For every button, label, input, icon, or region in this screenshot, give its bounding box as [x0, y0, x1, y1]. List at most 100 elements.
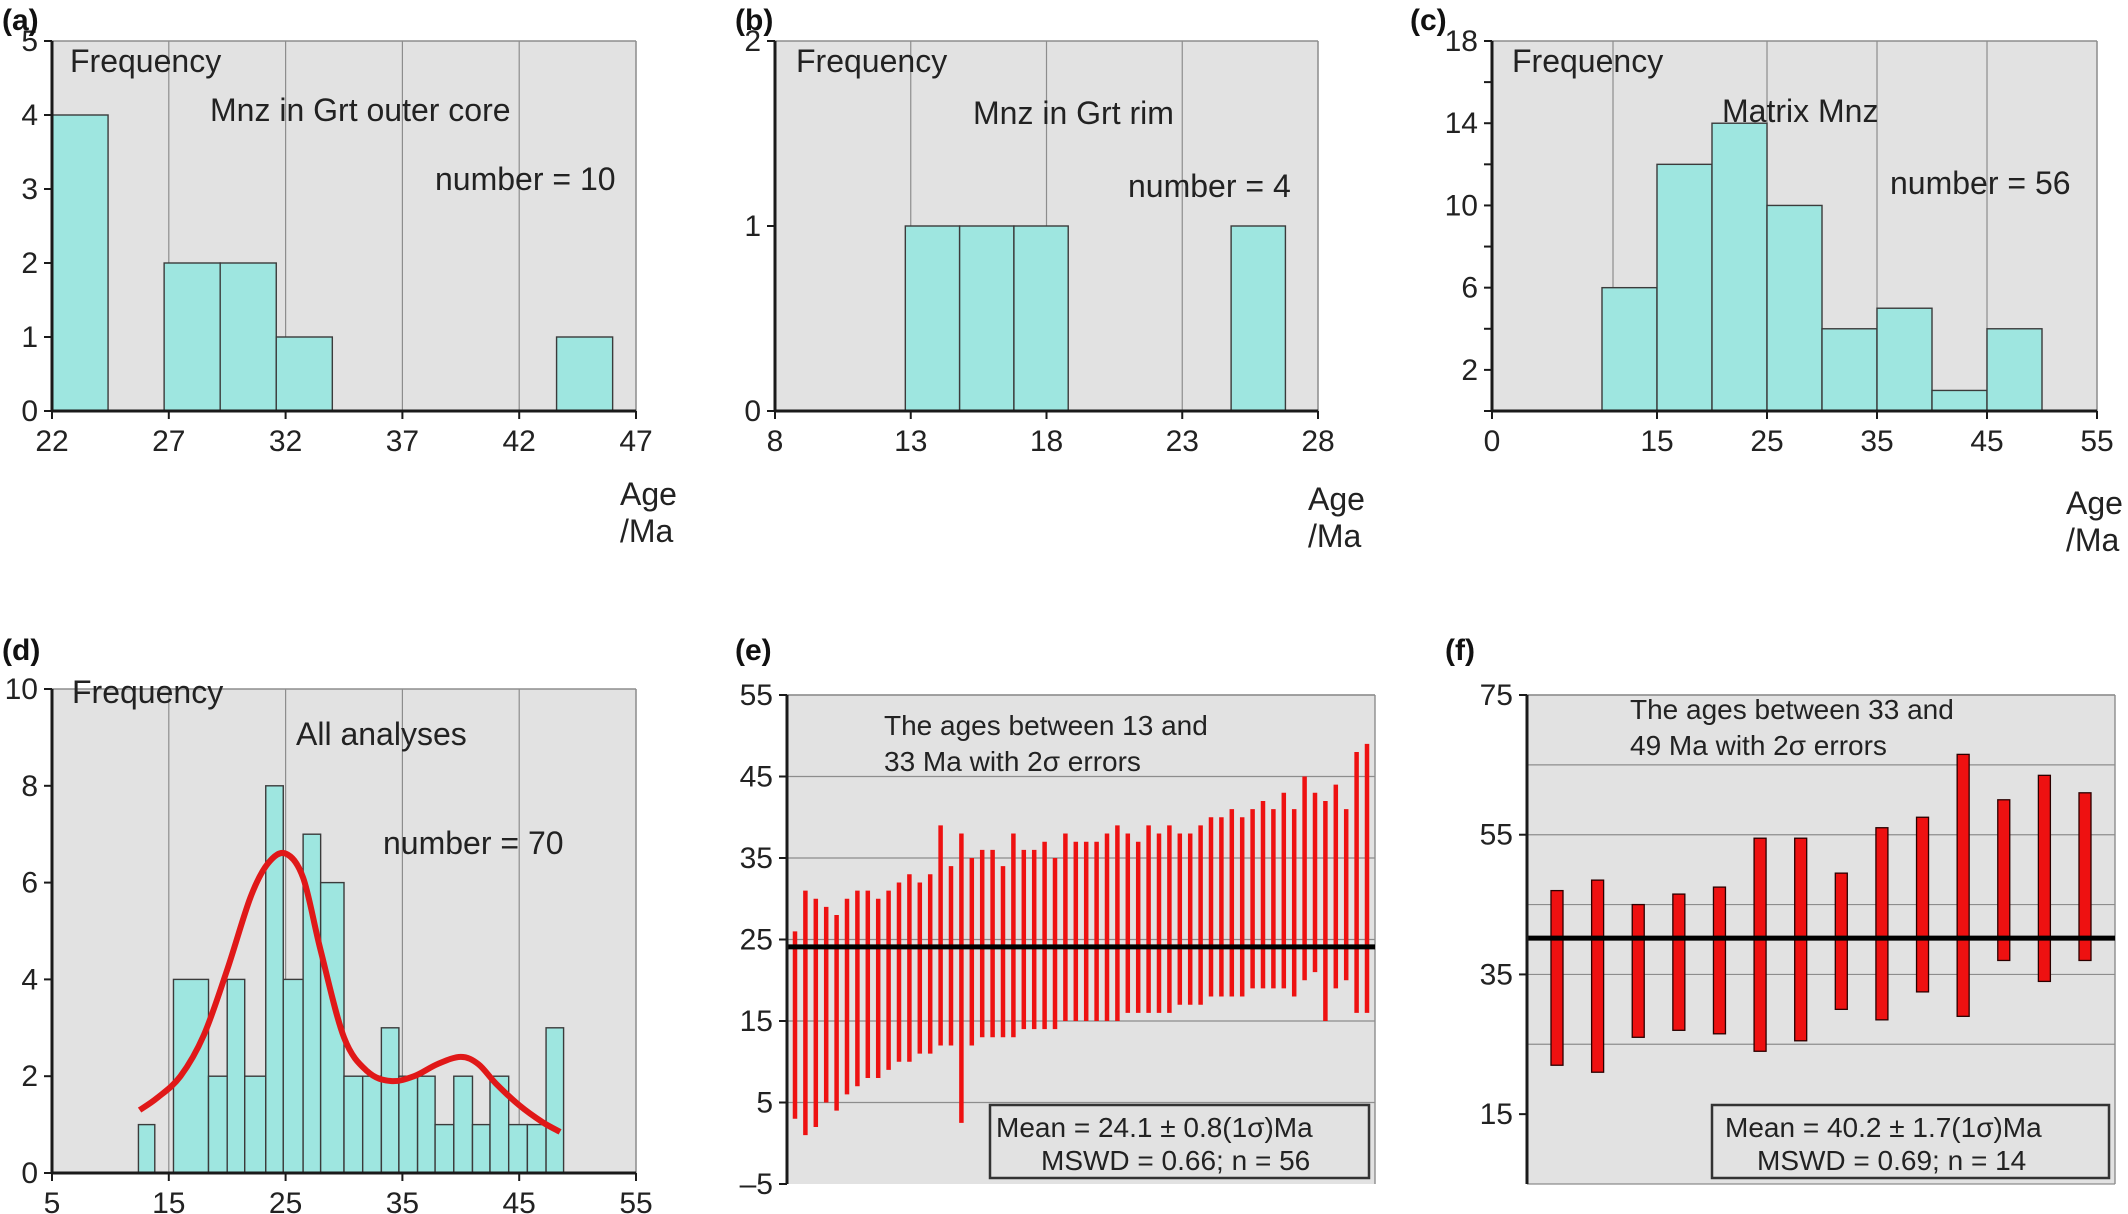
histogram-bar — [361, 1075, 383, 1174]
error-bar — [1631, 903, 1645, 1038]
stats-mswd: MSWD = 0.66; n = 56 — [1041, 1145, 1310, 1176]
histogram-bar — [380, 1027, 400, 1174]
y-tick-label: 55 — [740, 679, 773, 712]
note-line2: 33 Ma with 2σ errors — [884, 746, 1141, 777]
plot-area — [52, 41, 636, 411]
histogram-bar — [1013, 225, 1069, 412]
error-bar — [1672, 893, 1686, 1031]
error-bar — [1834, 872, 1848, 1011]
bars — [904, 225, 1287, 412]
histogram-bar — [244, 1075, 267, 1174]
x-tick-label: 55 — [2080, 425, 2113, 458]
x-tick-label: 47 — [619, 425, 652, 458]
y-axis-title: Frequency — [70, 43, 221, 79]
panel-label: (a) — [2, 4, 39, 37]
chart-title: Matrix Mnz — [1722, 93, 1878, 129]
histogram-bar — [1931, 389, 1988, 412]
panel-d-histogram: 0 2 4 6 8 10 5 15 25 35 45 55 (d) Frequency All ana… — [2, 634, 653, 1214]
stats-box — [1710, 1103, 2111, 1180]
histogram-bar — [398, 1075, 419, 1174]
grid — [787, 694, 1376, 1184]
panel-a-histogram: 0 1 2 3 4 5 22 27 32 37 42 47 (a) Frequency Mnz in … — [2, 4, 677, 549]
histogram-bar — [453, 1075, 474, 1174]
y-tick-label: 18 — [1445, 25, 1478, 58]
stats-box — [988, 1103, 1371, 1180]
error-bar — [1590, 879, 1605, 1073]
histogram-bar — [434, 1123, 455, 1174]
y-tick-label: 75 — [1480, 679, 1513, 712]
error-bar — [2078, 792, 2092, 962]
axes: 2 6 10 14 18 0 15 25 35 45 55 — [1445, 25, 2114, 458]
histogram-bar — [507, 1123, 529, 1174]
x-axis-title-line1: Age — [1308, 481, 1365, 517]
error-bar — [1997, 799, 2011, 962]
axes: 0 1 2 3 4 5 22 27 32 37 42 47 — [21, 25, 652, 458]
x-tick-label: 45 — [1970, 425, 2003, 458]
y-tick-label: 25 — [740, 924, 773, 957]
x-tick-label: 0 — [1484, 425, 1501, 458]
sample-count: number = 70 — [383, 825, 564, 861]
y-tick-label: 2 — [744, 25, 761, 58]
y-tick-label: 45 — [740, 761, 773, 794]
x-axis-title-line1: Age — [2066, 485, 2123, 521]
x-tick-label: 45 — [503, 1187, 536, 1214]
x-tick-label: 25 — [1750, 425, 1783, 458]
stats-mean: Mean = 40.2 ± 1.7(1σ)Ma — [1725, 1112, 2042, 1143]
histogram-bar — [545, 1027, 565, 1174]
y-tick-label: 6 — [21, 867, 38, 900]
y-tick-label: 2 — [21, 247, 38, 280]
panel-label: (b) — [735, 4, 773, 37]
panel-label: (e) — [735, 634, 772, 667]
histogram-bar — [1821, 328, 1878, 412]
y-tick-label: 0 — [744, 395, 761, 428]
x-axis-title-line1: Age — [620, 476, 677, 512]
histogram-bar — [1656, 163, 1713, 412]
chart-title: All analyses — [296, 716, 467, 752]
y-tick-label: 14 — [1445, 107, 1478, 140]
y-tick-label: 0 — [21, 1157, 38, 1190]
x-tick-label: 32 — [269, 425, 302, 458]
x-tick-label: 15 — [1640, 425, 1673, 458]
panel-label: (c) — [1410, 4, 1447, 37]
x-tick-label: 23 — [1166, 425, 1199, 458]
error-bars — [787, 743, 1375, 1136]
y-tick-label: 55 — [1480, 819, 1513, 852]
y-tick-label: –5 — [740, 1168, 773, 1201]
y-tick-label: 4 — [21, 963, 38, 996]
histogram-bar — [282, 978, 304, 1174]
x-axis-title-line2: /Ma — [1308, 518, 1362, 554]
error-bar — [1753, 837, 1767, 1052]
histogram-bar — [1601, 286, 1658, 412]
note-line1: The ages between 33 and — [1630, 694, 1954, 725]
y-tick-label: 10 — [5, 673, 38, 706]
bars — [137, 785, 565, 1174]
density-curve — [137, 849, 562, 1135]
y-axis-title: Frequency — [72, 674, 223, 710]
x-tick-label: 13 — [894, 425, 927, 458]
chart-title: Mnz in Grt rim — [973, 95, 1174, 131]
histogram-bar — [904, 225, 961, 412]
error-bar — [1550, 889, 1564, 1066]
y-tick-label: 4 — [21, 99, 38, 132]
histogram-bar — [471, 1123, 491, 1174]
y-tick-label: 15 — [740, 1005, 773, 1038]
y-axis-title: Frequency — [796, 43, 947, 79]
sample-count: number = 4 — [1128, 168, 1291, 204]
x-tick-label: 42 — [503, 425, 536, 458]
x-axis-title-line2: /Ma — [620, 513, 674, 549]
panel-c-histogram: 2 6 10 14 18 0 15 25 35 45 55 (c) Frequency Matrix… — [1410, 4, 2123, 558]
sample-count: number = 10 — [435, 161, 616, 197]
histogram-bar — [1230, 225, 1287, 412]
x-tick-label: 28 — [1301, 425, 1334, 458]
stats-mswd: MSWD = 0.69; n = 14 — [1757, 1145, 2026, 1176]
y-tick-label: 1 — [21, 321, 38, 354]
histogram-bar — [526, 1123, 547, 1174]
y-tick-label: 35 — [740, 842, 773, 875]
histogram-bar — [137, 1123, 156, 1174]
histogram-bar — [163, 262, 221, 412]
histogram-bar — [958, 225, 1015, 412]
x-tick-label: 27 — [152, 425, 185, 458]
x-tick-label: 18 — [1030, 425, 1063, 458]
